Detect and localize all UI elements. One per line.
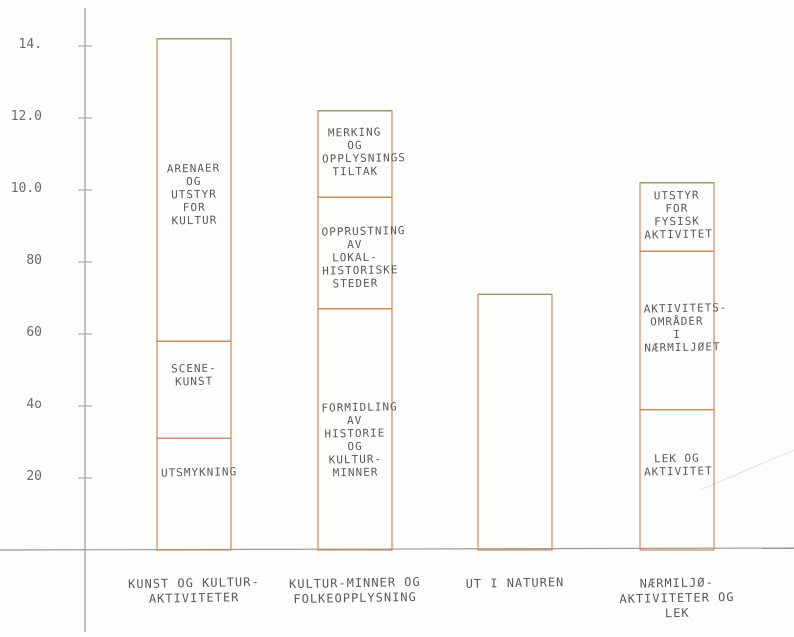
- y-tick-label: 4o: [26, 397, 42, 412]
- segment-label: LEK OG AKTIVITET: [644, 451, 713, 479]
- segment-label: UTSTYR FOR FYSISK AKTIVITET: [644, 188, 714, 242]
- y-tick-label: 10.0: [10, 181, 42, 196]
- segment-label: UTSMYKNING: [160, 465, 238, 480]
- y-tick-label: 12.0: [10, 109, 42, 124]
- x-tick-label: UT I NATUREN: [465, 575, 565, 591]
- segment-label: OPPRUSTNING AV LOKAL-HISTORISKE STEDER: [321, 224, 406, 291]
- x-tick-label: KULTUR-MINNER OG FOLKEOPPLYSNING: [288, 574, 421, 607]
- segment-label: ARENAER OG UTSTYR FOR KULTUR: [166, 161, 221, 228]
- bar-segment: [156, 340, 232, 440]
- y-tick-label: 20: [26, 469, 42, 484]
- bar-segment: [156, 437, 232, 551]
- bar-segment: [477, 293, 553, 551]
- segment-label: MERKING OG OPPLYSNINGS TILTAK: [322, 125, 407, 179]
- bar-segment: [639, 409, 715, 551]
- y-tick-label: 60: [26, 325, 42, 340]
- segment-label: SCENE-KUNST: [170, 361, 217, 389]
- y-tick-label: 80: [26, 253, 42, 268]
- x-axis: [0, 547, 794, 551]
- pencil-stroke: [699, 449, 794, 491]
- segment-label: AKTIVITETS-OMRÅDER I NÆRMILJØET: [643, 301, 728, 355]
- y-tick-label: 14.: [18, 37, 42, 52]
- x-tick-label: KUNST OG KULTUR-AKTIVITETER: [127, 574, 260, 606]
- x-tick-label: NÆRMILJØ-AKTIVITETER OG LEK: [619, 575, 735, 621]
- segment-label: FORMIDLING AV HISTORIE OG KULTUR-MINNER: [321, 400, 398, 480]
